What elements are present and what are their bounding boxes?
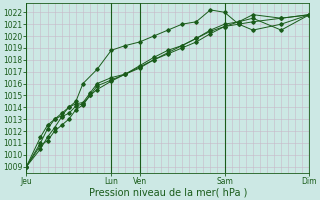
X-axis label: Pression niveau de la mer( hPa ): Pression niveau de la mer( hPa ) xyxy=(89,187,247,197)
